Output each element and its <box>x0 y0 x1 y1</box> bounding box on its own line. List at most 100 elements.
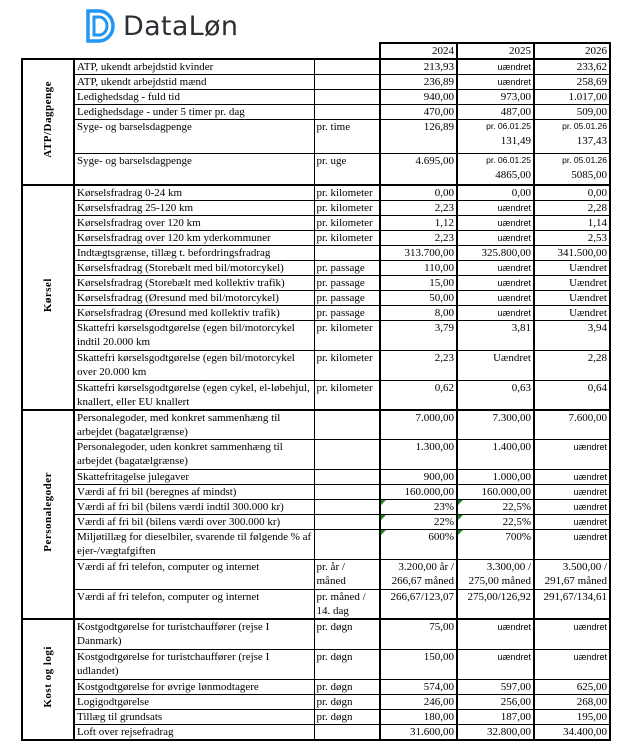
table-row: Indtægtsgrænse, tillæg t. befordringsfra… <box>22 244 611 261</box>
table-row: Værdi af fri bil (bilens værdi over 300.… <box>22 514 611 530</box>
value-2024: 313.700,00 <box>379 244 458 261</box>
row-description: Kørselsfradrag over 120 km yderkommuner <box>73 229 315 246</box>
value-amount: 131,49 <box>500 135 531 147</box>
table-row: ATP, ukendt arbejdstid mænd 236,89 uændret… <box>22 74 611 90</box>
value-2026: uændret <box>533 618 611 650</box>
table-row: Kørselsfradrag (Øresund med kollektiv tr… <box>22 304 611 321</box>
row-description: Kostgodtgørelse for turistchauffører (re… <box>73 618 315 650</box>
value-amount: 5085,00 <box>571 169 607 181</box>
value-note: pr. 06.01.25 <box>486 155 531 165</box>
value-2026: 258,69 <box>533 74 611 90</box>
table-row: Værdi af fri telefon, computer og intern… <box>22 559 611 590</box>
value-2024: 574,00 <box>379 678 458 695</box>
rates-table: 2024 2025 2026 ATP/Dagpenge ATP, ukendt a… <box>21 42 611 741</box>
table-row: Kørselsfradrag 25-120 km pr. kilometer 2,2… <box>22 199 611 216</box>
value-note: pr. 05.01.26 <box>562 155 607 165</box>
value-2025: Uændret <box>456 349 535 381</box>
value-2025: 3,81 <box>456 319 535 351</box>
comment-indicator-icon <box>459 500 463 505</box>
value-2025: uændret <box>456 214 535 231</box>
value-2024: 940,00 <box>379 89 458 105</box>
value-2026: 233,62 <box>533 58 611 75</box>
table-row: Skattefri kørselsgodtgørelse (egen bil/m… <box>22 349 611 381</box>
year-header: 2024 <box>379 42 458 60</box>
section-label: ATP/Dagpenge <box>21 58 75 186</box>
row-description: Kørselsfradrag (Øresund med kollektiv tr… <box>73 304 315 321</box>
row-unit <box>313 529 381 560</box>
value-2024: 236,89 <box>379 74 458 90</box>
table-row: Værdi af fri telefon, computer og intern… <box>22 589 611 620</box>
value-2024: 126,89 <box>379 119 458 154</box>
table-row: Personalegoder, uden konkret sammenhæng … <box>22 439 611 470</box>
row-unit <box>313 74 381 90</box>
row-description: Værdi af fri telefon, computer og intern… <box>73 559 315 590</box>
value-2024: 2,23 <box>379 199 458 216</box>
row-unit: pr. døgn <box>313 618 381 650</box>
row-description: ATP, ukendt arbejdstid kvinder <box>73 58 315 75</box>
value-2024: 110,00 <box>379 259 458 276</box>
value-2026: uændret <box>533 648 611 680</box>
row-description: Miljøtillæg for dieselbiler, svarende ti… <box>73 529 315 560</box>
comment-indicator-icon <box>382 515 386 520</box>
row-unit: pr. kilometer <box>313 199 381 216</box>
section-label-text: ATP/Dagpenge <box>42 81 54 159</box>
row-unit <box>313 439 381 470</box>
row-description: Tillæg til grundsats <box>73 708 315 725</box>
row-unit: pr. døgn <box>313 693 381 710</box>
row-description: Syge- og barselsdagpenge <box>73 153 315 186</box>
value-2025: uændret <box>456 58 535 75</box>
value-2024: 246,00 <box>379 693 458 710</box>
value-2025: 275,00/126,92 <box>456 589 535 620</box>
value-amount: 4865,00 <box>495 169 531 181</box>
comment-indicator-icon <box>459 515 463 520</box>
row-description: Personalegoder, med konkret sammenhæng t… <box>73 408 315 440</box>
value-2024: 900,00 <box>379 469 458 485</box>
value-2026: uændret <box>533 484 611 500</box>
value-2026: Uændret <box>533 274 611 291</box>
table-row: Værdi af fri bil (beregnes af mindst) 160… <box>22 484 611 500</box>
section-label-text: Kørsel <box>42 277 54 313</box>
table-row: Kørselsfradrag (Øresund med bil/motorcyk… <box>22 289 611 306</box>
value-2024: 1,12 <box>379 214 458 231</box>
value-2025: 597,00 <box>456 678 535 695</box>
value-2024: 15,00 <box>379 274 458 291</box>
row-unit <box>313 244 381 261</box>
row-unit: pr. kilometer <box>313 379 381 411</box>
row-unit <box>313 499 381 515</box>
table-row: Skattefri kørselsgodtgørelse (egen cykel… <box>22 379 611 411</box>
row-description: Indtægtsgrænse, tillæg t. befordringsfra… <box>73 244 315 261</box>
row-unit <box>313 514 381 530</box>
value-2026: 268,00 <box>533 693 611 710</box>
logo-text: DataLøn <box>123 10 239 42</box>
value-2025: 3.300,00 / 275,00 måned <box>456 559 535 590</box>
row-unit <box>313 723 381 741</box>
value-2024: 23% <box>379 499 458 515</box>
value-2024: 2,23 <box>379 229 458 246</box>
value-2024: 4.695,00 <box>379 153 458 186</box>
value-2024: 150,00 <box>379 648 458 680</box>
row-unit: pr. kilometer <box>313 229 381 246</box>
value-2026: 7.600,00 <box>533 408 611 440</box>
value-2024: 180,00 <box>379 708 458 725</box>
table-row: Kørselsfradrag (Storebælt med bil/motorc… <box>22 259 611 276</box>
row-description: Skattefri kørselsgodtgørelse (egen cykel… <box>73 379 315 411</box>
value-2026: 2,28 <box>533 349 611 381</box>
row-description: Logigodtgørelse <box>73 693 315 710</box>
value-2024: 0,00 <box>379 183 458 201</box>
value-2025: pr. 06.01.25 131,49 <box>456 119 535 154</box>
value-note: pr. 05.01.26 <box>562 121 607 131</box>
value-2025: uændret <box>456 304 535 321</box>
value-2025: 487,00 <box>456 104 535 120</box>
value-2026: 625,00 <box>533 678 611 695</box>
row-description: Kørselsfradrag 0-24 km <box>73 183 315 201</box>
table-row: ATP/Dagpenge ATP, ukendt arbejdstid kvind… <box>21 58 611 186</box>
value-2026: Uændret <box>533 304 611 321</box>
section-label-text: Personalegoder <box>42 472 54 553</box>
row-unit: pr. passage <box>313 274 381 291</box>
value-2024: 266,67/123,07 <box>379 589 458 620</box>
row-unit: pr. kilometer <box>313 349 381 381</box>
value-2025: 325.800,00 <box>456 244 535 261</box>
value-2026: pr. 05.01.26 137,43 <box>533 119 611 154</box>
row-unit: pr. år / måned <box>313 559 381 590</box>
value-2026: 1,14 <box>533 214 611 231</box>
